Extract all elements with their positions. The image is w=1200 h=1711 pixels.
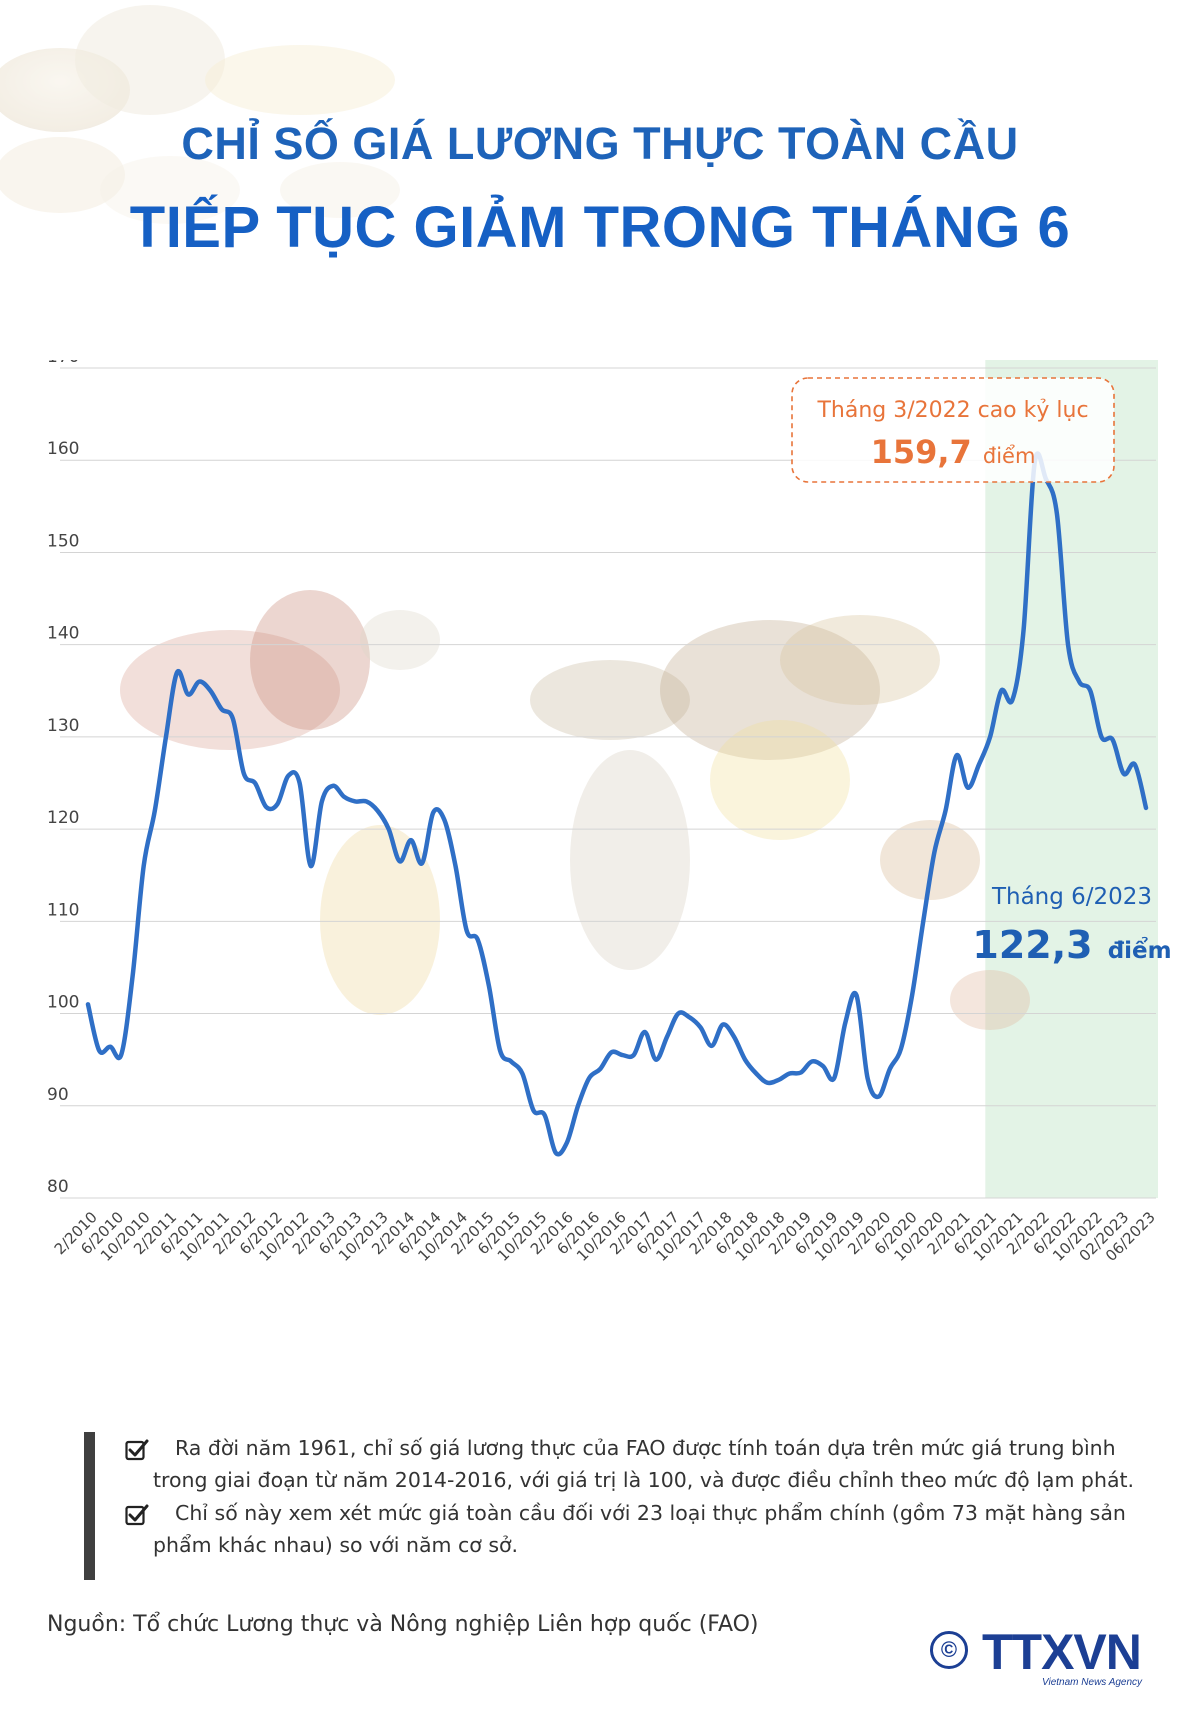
checkbox-check-icon <box>125 1439 149 1461</box>
chart-background <box>120 360 1158 1198</box>
title-line-2: TIẾP TỤC GIẢM TRONG THÁNG 6 <box>129 195 1071 260</box>
notes-panel: Ra đời năm 1961, chỉ số giá lương thực c… <box>84 1432 1155 1580</box>
peak-unit: điểm <box>983 444 1036 468</box>
latest-annotation: Tháng 6/2023 122,3 điểm <box>972 884 1171 967</box>
y-tick-label: 130 <box>47 716 79 736</box>
map-decoration-blob <box>320 825 440 1015</box>
checkbox-check-icon <box>125 1504 149 1526</box>
note-text: Chỉ số này xem xét mức giá toàn cầu đối … <box>153 1501 1126 1557</box>
y-tick-label: 80 <box>47 1177 69 1197</box>
y-tick-label: 140 <box>47 624 79 644</box>
copyright-icon: © <box>930 1631 968 1669</box>
peak-annotation-label: Tháng 3/2022 cao kỷ lục <box>816 398 1088 423</box>
map-decoration-blob <box>710 720 850 840</box>
y-tick-label: 100 <box>47 993 79 1013</box>
highlight-band <box>985 360 1158 1198</box>
note-item: Chỉ số này xem xét mức giá toàn cầu đối … <box>95 1497 1155 1561</box>
y-tick-label: 170 <box>47 360 79 367</box>
map-decoration-blob <box>360 610 440 670</box>
peak-value: 159,7 <box>871 433 972 471</box>
latest-annotation-label: Tháng 6/2023 <box>991 884 1152 910</box>
map-decoration-blob <box>880 820 980 900</box>
logo-subtitle: Vietnam News Agency <box>1042 1677 1143 1688</box>
title-line-1: CHỈ SỐ GIÁ LƯƠNG THỰC TOÀN CẦU <box>181 118 1019 169</box>
map-decoration-blob <box>570 750 690 970</box>
map-decoration-blob <box>780 615 940 705</box>
chart-grid <box>60 367 1156 1199</box>
latest-unit: điểm <box>1108 936 1172 964</box>
map-decoration-blob <box>250 590 370 730</box>
map-decoration-blob <box>660 620 880 760</box>
grains-decoration <box>0 5 400 224</box>
y-tick-label: 90 <box>47 1085 69 1105</box>
y-tick-label: 110 <box>47 900 79 920</box>
ttxvn-logo: © TTXVN Vietnam News Agency <box>930 1624 1160 1695</box>
y-axis-ticks: 80 90 100 110 120 130 140 150 160 170 <box>47 360 79 1197</box>
peak-annotation-value: 159,7 điểm <box>871 433 1036 471</box>
map-decoration-blob <box>120 630 340 750</box>
peak-annotation-box <box>791 377 1115 483</box>
line-chart: 80 90 100 110 120 130 140 150 160 170 2/20106/201… <box>47 360 1172 1265</box>
note-text: Ra đời năm 1961, chỉ số giá lương thực c… <box>153 1436 1135 1492</box>
note-item: Ra đời năm 1961, chỉ số giá lương thực c… <box>95 1432 1155 1496</box>
map-decoration-blob <box>950 970 1030 1030</box>
title-block: CHỈ SỐ GIÁ LƯƠNG THỰC TOÀN CẦU TIẾP TỤC … <box>0 118 1200 261</box>
map-decoration-blob <box>530 660 690 740</box>
logo-wordmark: TTXVN <box>982 1624 1142 1680</box>
y-tick-label: 120 <box>47 808 79 828</box>
source-text: Nguồn: Tổ chức Lương thực và Nông nghiệp… <box>47 1612 759 1637</box>
latest-value: 122,3 <box>972 923 1092 967</box>
y-tick-label: 150 <box>47 531 79 551</box>
x-axis-ticks: 2/20106/201010/20102/20116/201110/20112/… <box>51 1208 1159 1265</box>
series-line-layer <box>85 451 1149 1157</box>
series-line <box>85 451 1149 1157</box>
y-tick-label: 160 <box>47 439 79 459</box>
latest-annotation-value: 122,3 điểm <box>972 923 1171 967</box>
peak-annotation: Tháng 3/2022 cao kỷ lục 159,7 điểm <box>791 377 1115 483</box>
